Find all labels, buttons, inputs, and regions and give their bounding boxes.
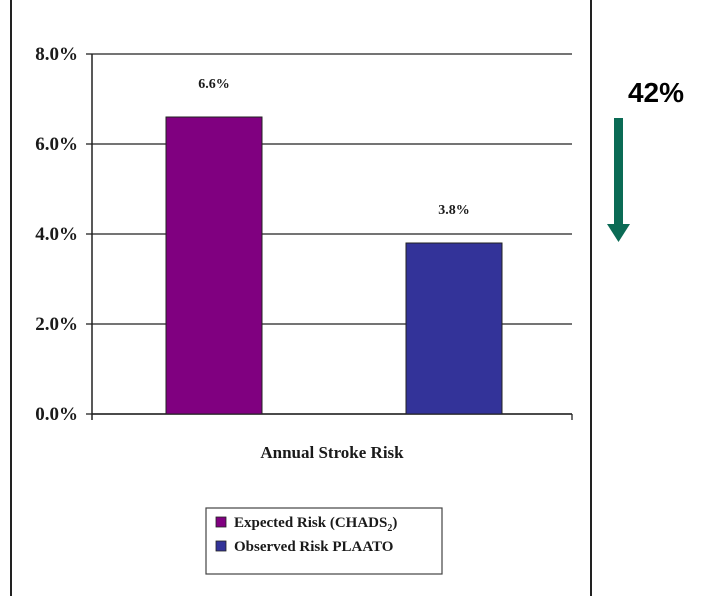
legend-box (205, 507, 443, 575)
legend-label: Expected Risk (CHADS2) (234, 515, 397, 534)
x-axis-label: Annual Stroke Risk (260, 443, 404, 462)
bar (165, 116, 263, 415)
legend-label: Observed Risk PLAATO (234, 539, 393, 555)
data-label: 3.8% (438, 203, 470, 218)
data-label: 6.6% (198, 77, 230, 92)
y-tick-label: 4.0% (35, 224, 78, 245)
down-arrow-shaft (614, 118, 623, 226)
y-tick-label: 6.0% (35, 134, 78, 155)
reduction-callout: 42% (628, 77, 684, 108)
legend-swatch (215, 516, 227, 528)
legend-swatch (215, 540, 227, 552)
down-arrow-icon (607, 224, 630, 242)
bar (405, 242, 503, 415)
y-tick-label: 0.0% (35, 404, 78, 425)
y-tick-label: 8.0% (35, 44, 78, 65)
y-tick-label: 2.0% (35, 314, 78, 335)
